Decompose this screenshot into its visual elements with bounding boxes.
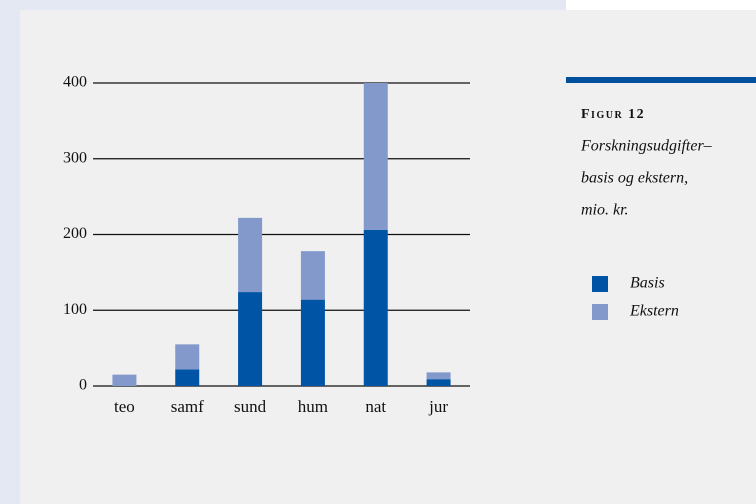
figure-label: Figur 12 — [581, 107, 645, 122]
x-tick-label: samf — [171, 397, 204, 416]
x-tick-label: teo — [114, 397, 135, 416]
y-tick-label: 200 — [63, 225, 87, 242]
legend-swatch — [592, 304, 608, 320]
bar-segment — [426, 379, 451, 386]
bar-segment — [175, 369, 200, 386]
legend-label: Ekstern — [629, 303, 679, 320]
bar-segment — [238, 292, 263, 386]
x-tick-label: sund — [234, 397, 267, 416]
caption-rule — [566, 77, 756, 83]
y-tick-label: 0 — [79, 377, 87, 394]
corner — [566, 0, 756, 10]
y-tick-label: 300 — [63, 149, 87, 166]
bar-segment — [112, 374, 137, 386]
panel — [20, 10, 756, 504]
legend-swatch — [592, 276, 608, 292]
x-tick-label: jur — [428, 397, 448, 416]
bar-segment — [175, 344, 200, 370]
bar-segment — [363, 83, 388, 230]
bar-segment — [300, 251, 325, 300]
caption-line: mio. kr. — [581, 202, 629, 219]
x-tick-label: nat — [365, 397, 386, 416]
bar-segment — [426, 372, 451, 380]
caption-line: basis og ekstern, — [581, 170, 688, 187]
y-tick-label: 100 — [63, 301, 87, 318]
legend-label: Basis — [630, 275, 665, 292]
y-tick-label: 400 — [63, 74, 87, 91]
bar-segment — [363, 229, 388, 386]
x-tick-label: hum — [298, 397, 328, 416]
bar-segment — [300, 299, 325, 386]
caption-line: Forskningsudgifter– — [580, 138, 713, 155]
bar-segment — [238, 217, 263, 293]
